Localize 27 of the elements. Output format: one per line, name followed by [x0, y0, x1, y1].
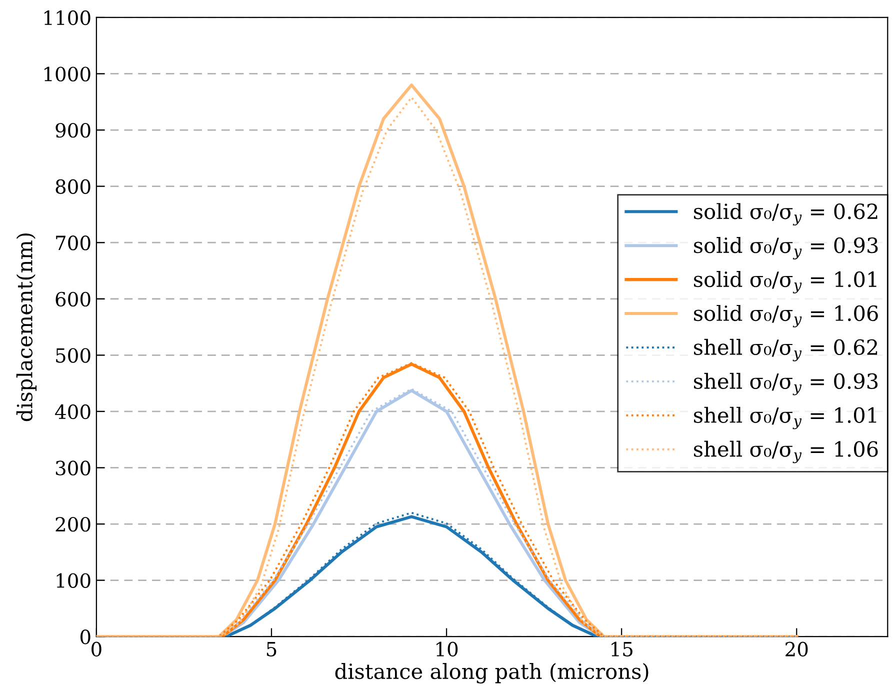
y-tick-label: 100	[56, 573, 90, 588]
y-axis-title: displacement(nm)	[16, 233, 37, 422]
x-tick-label: 10	[436, 642, 458, 656]
x-axis-title: distance along path (microns)	[335, 663, 648, 684]
y-tick-label: 500	[56, 348, 90, 363]
legend-label: shell σ₀/σ$_{y}$ = 1.01	[694, 406, 876, 430]
x-tick-label: 20	[786, 642, 808, 656]
y-tick-label: 400	[55, 404, 90, 420]
y-tick-label: 200	[56, 516, 90, 532]
y-tick-label: 1000	[44, 66, 90, 82]
legend-label: shell σ₀/σ$_{y}$ = 0.62	[694, 338, 878, 362]
y-tick-label: 0	[80, 630, 90, 644]
legend-label: solid σ₀/σ$_{y}$ = 0.93	[694, 237, 878, 260]
y-tick-label: 900	[56, 122, 90, 138]
y-tick-label: 700	[56, 236, 90, 250]
y-tick-label: 800	[56, 179, 90, 194]
legend-label: solid σ₀/σ$_{y}$ = 1.01	[694, 271, 876, 294]
y-tick-label: 1100	[44, 10, 90, 26]
legend-label: shell σ₀/σ$_{y}$ = 0.93	[694, 372, 878, 396]
y-tick-label: 600	[56, 292, 90, 307]
x-tick-label: 0	[92, 642, 102, 656]
legend-label: solid σ₀/σ$_{y}$ = 0.62	[694, 203, 878, 226]
legend-label: shell σ₀/σ$_{y}$ = 1.06	[694, 440, 878, 464]
x-tick-label: 5	[266, 642, 276, 656]
y-tick-label: 300	[56, 460, 90, 476]
x-tick-label: 15	[612, 642, 632, 656]
legend-label: solid σ₀/σ$_{y}$ = 1.06	[694, 304, 878, 328]
